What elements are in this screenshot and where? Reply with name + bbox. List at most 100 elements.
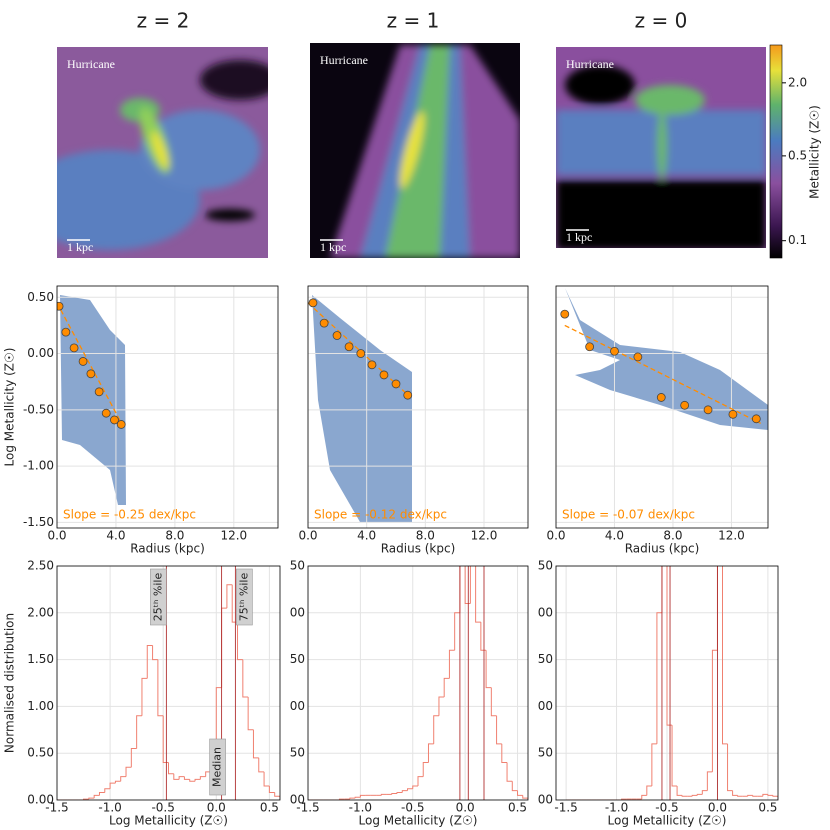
x-tick-label: 0.0 [546,529,565,543]
annotation: Slope = -0.25 dex/kpc [63,508,196,522]
hist-step [401,790,408,793]
hist-step [767,794,773,796]
profile-point [356,349,366,358]
colorbar-tick-label: 2.0 [788,75,807,89]
hist-step [681,795,688,797]
hist-step [349,797,356,800]
y-tick-labels: 0.50 0.00 -0.50 -1.00 -1.50 [23,290,54,529]
x-tick-label: -1.5 [45,801,68,815]
x-axis-label: Log Metallicity (Z☉) [359,814,478,828]
profile-point [319,318,329,328]
hist-step [247,697,254,731]
profile-point [308,298,318,308]
y-tick-label: 2.00 [278,605,305,619]
y-tick-label: 2.50 [278,559,305,573]
hist-step [706,771,713,791]
y-tick-label: 1.50 [27,652,54,666]
column-title: z = 1 [387,9,440,33]
hist-step [252,729,259,759]
hist-step [422,762,429,777]
hist-step [454,612,460,651]
x-axis-label: Radius (kpc) [625,542,700,556]
hist-step [359,794,366,798]
scale-bar-label: 1 kpc [566,230,592,244]
hist-step [459,566,461,613]
y-tick-label: 0.00 [278,793,305,807]
x-tick-label: -1.0 [349,801,372,815]
x-axis-label: Radius (kpc) [381,542,456,556]
x-tick-label: 4.0 [605,529,624,543]
map-image [310,43,520,258]
y-tick-labels: 0.00 0.50 1.00 1.50 2.00 2.50 [278,559,305,807]
x-tick-label: 0.5 [260,801,279,815]
hist-step [168,762,174,775]
hist-step [427,743,434,763]
profile-point [332,331,342,340]
profile-point [585,342,595,352]
hist-step [671,725,678,787]
profile-point [680,400,690,410]
hist-step [696,793,703,796]
hist-step [391,792,398,795]
profile-point [633,352,643,362]
percentile-label: Median [211,747,224,787]
x-tick-label: 0.0 [207,801,226,815]
profile-point [57,301,64,311]
hist-step [747,794,753,797]
map-label: Hurricane [320,53,368,67]
hist-step [651,743,657,786]
x-tick-label: 12.0 [220,529,247,543]
hist-step [752,795,758,797]
axes-frame [555,565,779,801]
colorbar-tick-label: 0.5 [788,148,807,162]
hist-step [380,793,387,796]
y-tick-label: 1.50 [278,652,305,666]
column-title: z = 2 [137,9,190,33]
axes-frame [307,565,529,801]
hist-step [475,566,481,623]
scale-bar-label: 1 kpc [67,240,93,254]
hist-step [417,776,424,786]
plot-area [308,286,528,528]
column-title: z = 0 [635,9,688,33]
y-tick-label: 1.00 [27,699,54,713]
hist-step [646,785,652,796]
hist-step [199,776,206,780]
x-tick-label: 0.0 [708,801,727,815]
hist-step [141,677,148,716]
profile-point [403,390,413,400]
hist-step [215,687,222,749]
hist-step [501,743,508,764]
x-tick-label: 0.5 [508,801,527,815]
y-axis-label: Log Metallicity (Z☉) [3,348,17,467]
y-tick-label: 0.00 [27,346,54,360]
hist-step [438,696,445,716]
label-box [209,738,226,796]
profile-point [101,408,111,418]
plot-area [57,566,280,800]
profile-point [69,343,79,353]
x-tick-label: -1.5 [296,801,319,815]
axes-frame [307,285,529,529]
hist-step [522,795,528,800]
hist-step [691,794,698,797]
y-tick-labels: 0.00 0.50 1.00 1.50 2.00 2.50 [526,559,553,807]
hist-step [88,797,95,800]
hist-step [737,795,743,797]
axes-frame [555,285,769,529]
percentile-label: 75ᵗʰ %ile [237,573,250,622]
hist-step [666,566,673,726]
hist-step [469,566,471,604]
map-label: Hurricane [67,57,115,71]
x-axis-label: Log Metallicity (Z☉) [608,814,727,828]
profile-point [560,309,570,319]
hist-step [104,788,111,793]
profile-point [94,387,104,397]
hist-step [130,748,137,768]
x-tick-label: 12.0 [471,529,498,543]
axes-frame [56,285,279,529]
map-image [57,47,268,258]
y-tick-label: 2.50 [27,559,54,573]
y-tick-label: 0.50 [278,746,305,760]
y-tick-label: 1.50 [526,652,553,666]
